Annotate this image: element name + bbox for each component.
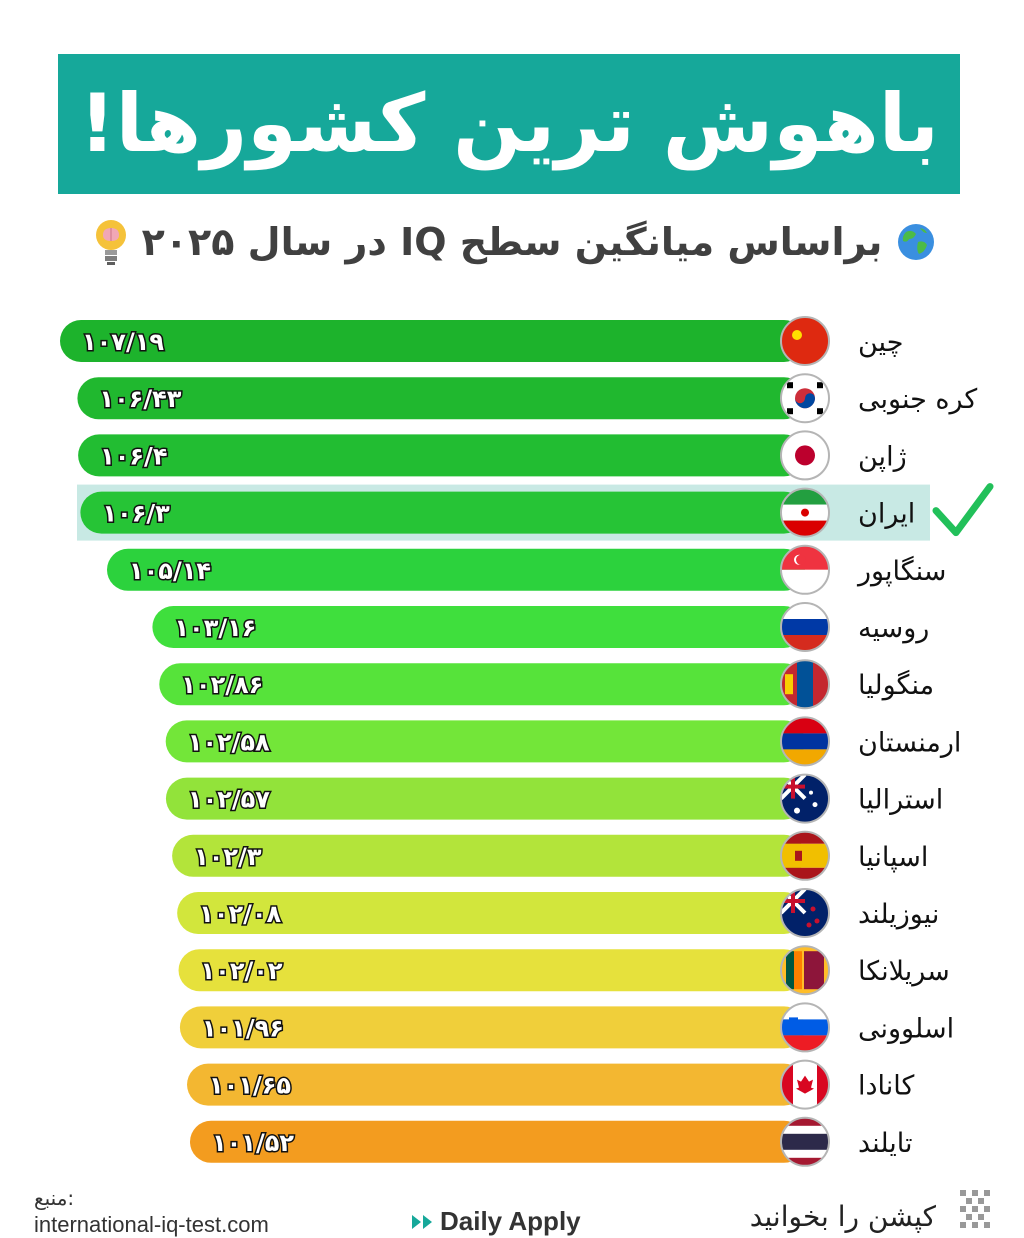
page-title: باهوش ترین کشورها!: [79, 77, 939, 170]
country-label: تایلند: [858, 1128, 913, 1159]
country-flag-icon: [780, 544, 830, 595]
country-label: ایران: [858, 499, 915, 530]
bar: [107, 548, 805, 591]
iq-bar-chart: ۱۰۷/۱۹ چین ۱۰۶/۴۳ کره جنوبی ۱۰۶/۴ ژاپن ۱۰۶/۳ ای…: [60, 316, 994, 1167]
footer: :منبع international-iq-test.com Daily Ap…: [0, 1178, 1024, 1237]
value-label: ۱۰۱/۹۶: [202, 1014, 284, 1042]
country-flag-icon: [780, 1116, 830, 1167]
value-label: ۱۰۱/۶۵: [209, 1072, 291, 1100]
value-label: ۱۰۳/۱۶: [174, 614, 256, 642]
read-caption-text: کپشن را بخوانید: [749, 1200, 936, 1233]
subtitle-text: براساس میانگین سطح IQ در سال ۲۰۲۵: [141, 220, 883, 264]
country-flag-icon: [780, 1002, 830, 1053]
value-label: ۱۰۶/۴: [100, 442, 167, 470]
country-label: چین: [858, 327, 903, 358]
bar: [80, 491, 806, 534]
bar: [78, 434, 806, 477]
value-label: ۱۰۲/۸۶: [181, 671, 263, 699]
bar: [152, 606, 806, 648]
value-label: ۱۰۷/۱۹: [82, 328, 164, 356]
globe-icon: [898, 224, 935, 260]
bar: [179, 1006, 806, 1049]
bar: [187, 1063, 805, 1106]
bar: [172, 834, 806, 877]
source-url: international-iq-test.com: [34, 1212, 269, 1237]
value-label: ۱۰۲/۳: [194, 843, 262, 871]
double-chevron-icon: [412, 1214, 432, 1229]
bar: [77, 377, 805, 420]
country-flag-icon: [780, 602, 830, 652]
title-banner: باهوش ترین کشورها!: [58, 54, 960, 194]
country-flag-icon: [780, 773, 830, 824]
value-label: ۱۰۶/۳: [102, 500, 170, 528]
checkmark-icon: [932, 483, 994, 537]
bar: [159, 663, 805, 706]
country-flag-icon: [780, 945, 830, 996]
country-flag-icon: [780, 487, 830, 538]
country-flag-icon: [780, 1059, 830, 1110]
value-label: ۱۰۲/۵۸: [188, 728, 270, 756]
qr-code-icon: [960, 1190, 990, 1228]
value-label: ۱۰۲/۰۲: [201, 957, 283, 985]
country-label: نیوزیلند: [858, 899, 939, 930]
country-label: کره جنوبی: [858, 384, 977, 415]
country-flag-icon: [780, 716, 830, 767]
country-label: استرالیا: [858, 785, 943, 816]
country-flag-icon: [780, 830, 830, 881]
country-flag-icon: [780, 316, 830, 366]
value-label: ۱۰۶/۴۳: [99, 385, 181, 413]
country-label: اسلوونی: [858, 1013, 954, 1044]
bar: [165, 720, 805, 763]
value-label: ۱۰۲/۵۷: [188, 786, 270, 814]
value-label: ۱۰۵/۱۴: [129, 557, 211, 585]
country-label: سنگاپور: [856, 555, 946, 587]
country-flag-icon: [780, 659, 830, 710]
bar: [178, 949, 806, 992]
bar: [190, 1120, 805, 1163]
country-label: کانادا: [858, 1071, 914, 1102]
brand-name: Daily Apply: [440, 1206, 581, 1236]
country-flag-icon: [780, 888, 830, 938]
country-label: منگولیا: [858, 669, 934, 701]
value-label: ۱۰۲/۰۸: [199, 900, 281, 928]
source-label: :منبع: [34, 1186, 75, 1210]
bar: [60, 320, 805, 362]
value-label: ۱۰۱/۵۲: [212, 1129, 294, 1157]
lightbulb-brain-icon: [95, 220, 126, 265]
country-flag-icon: [780, 430, 830, 481]
subtitle-row: براساس میانگین سطح IQ در سال ۲۰۲۵: [70, 212, 960, 272]
country-label: ارمنستان: [858, 727, 961, 758]
brand: Daily Apply: [410, 1206, 581, 1237]
country-label: اسپانیا: [858, 842, 928, 873]
country-label: روسیه: [858, 613, 929, 644]
bar: [165, 777, 806, 820]
country-flag-icon: [780, 373, 830, 424]
country-label: ژاپن: [858, 441, 907, 472]
bar: [177, 892, 805, 934]
country-label: سریلانکا: [858, 956, 950, 987]
